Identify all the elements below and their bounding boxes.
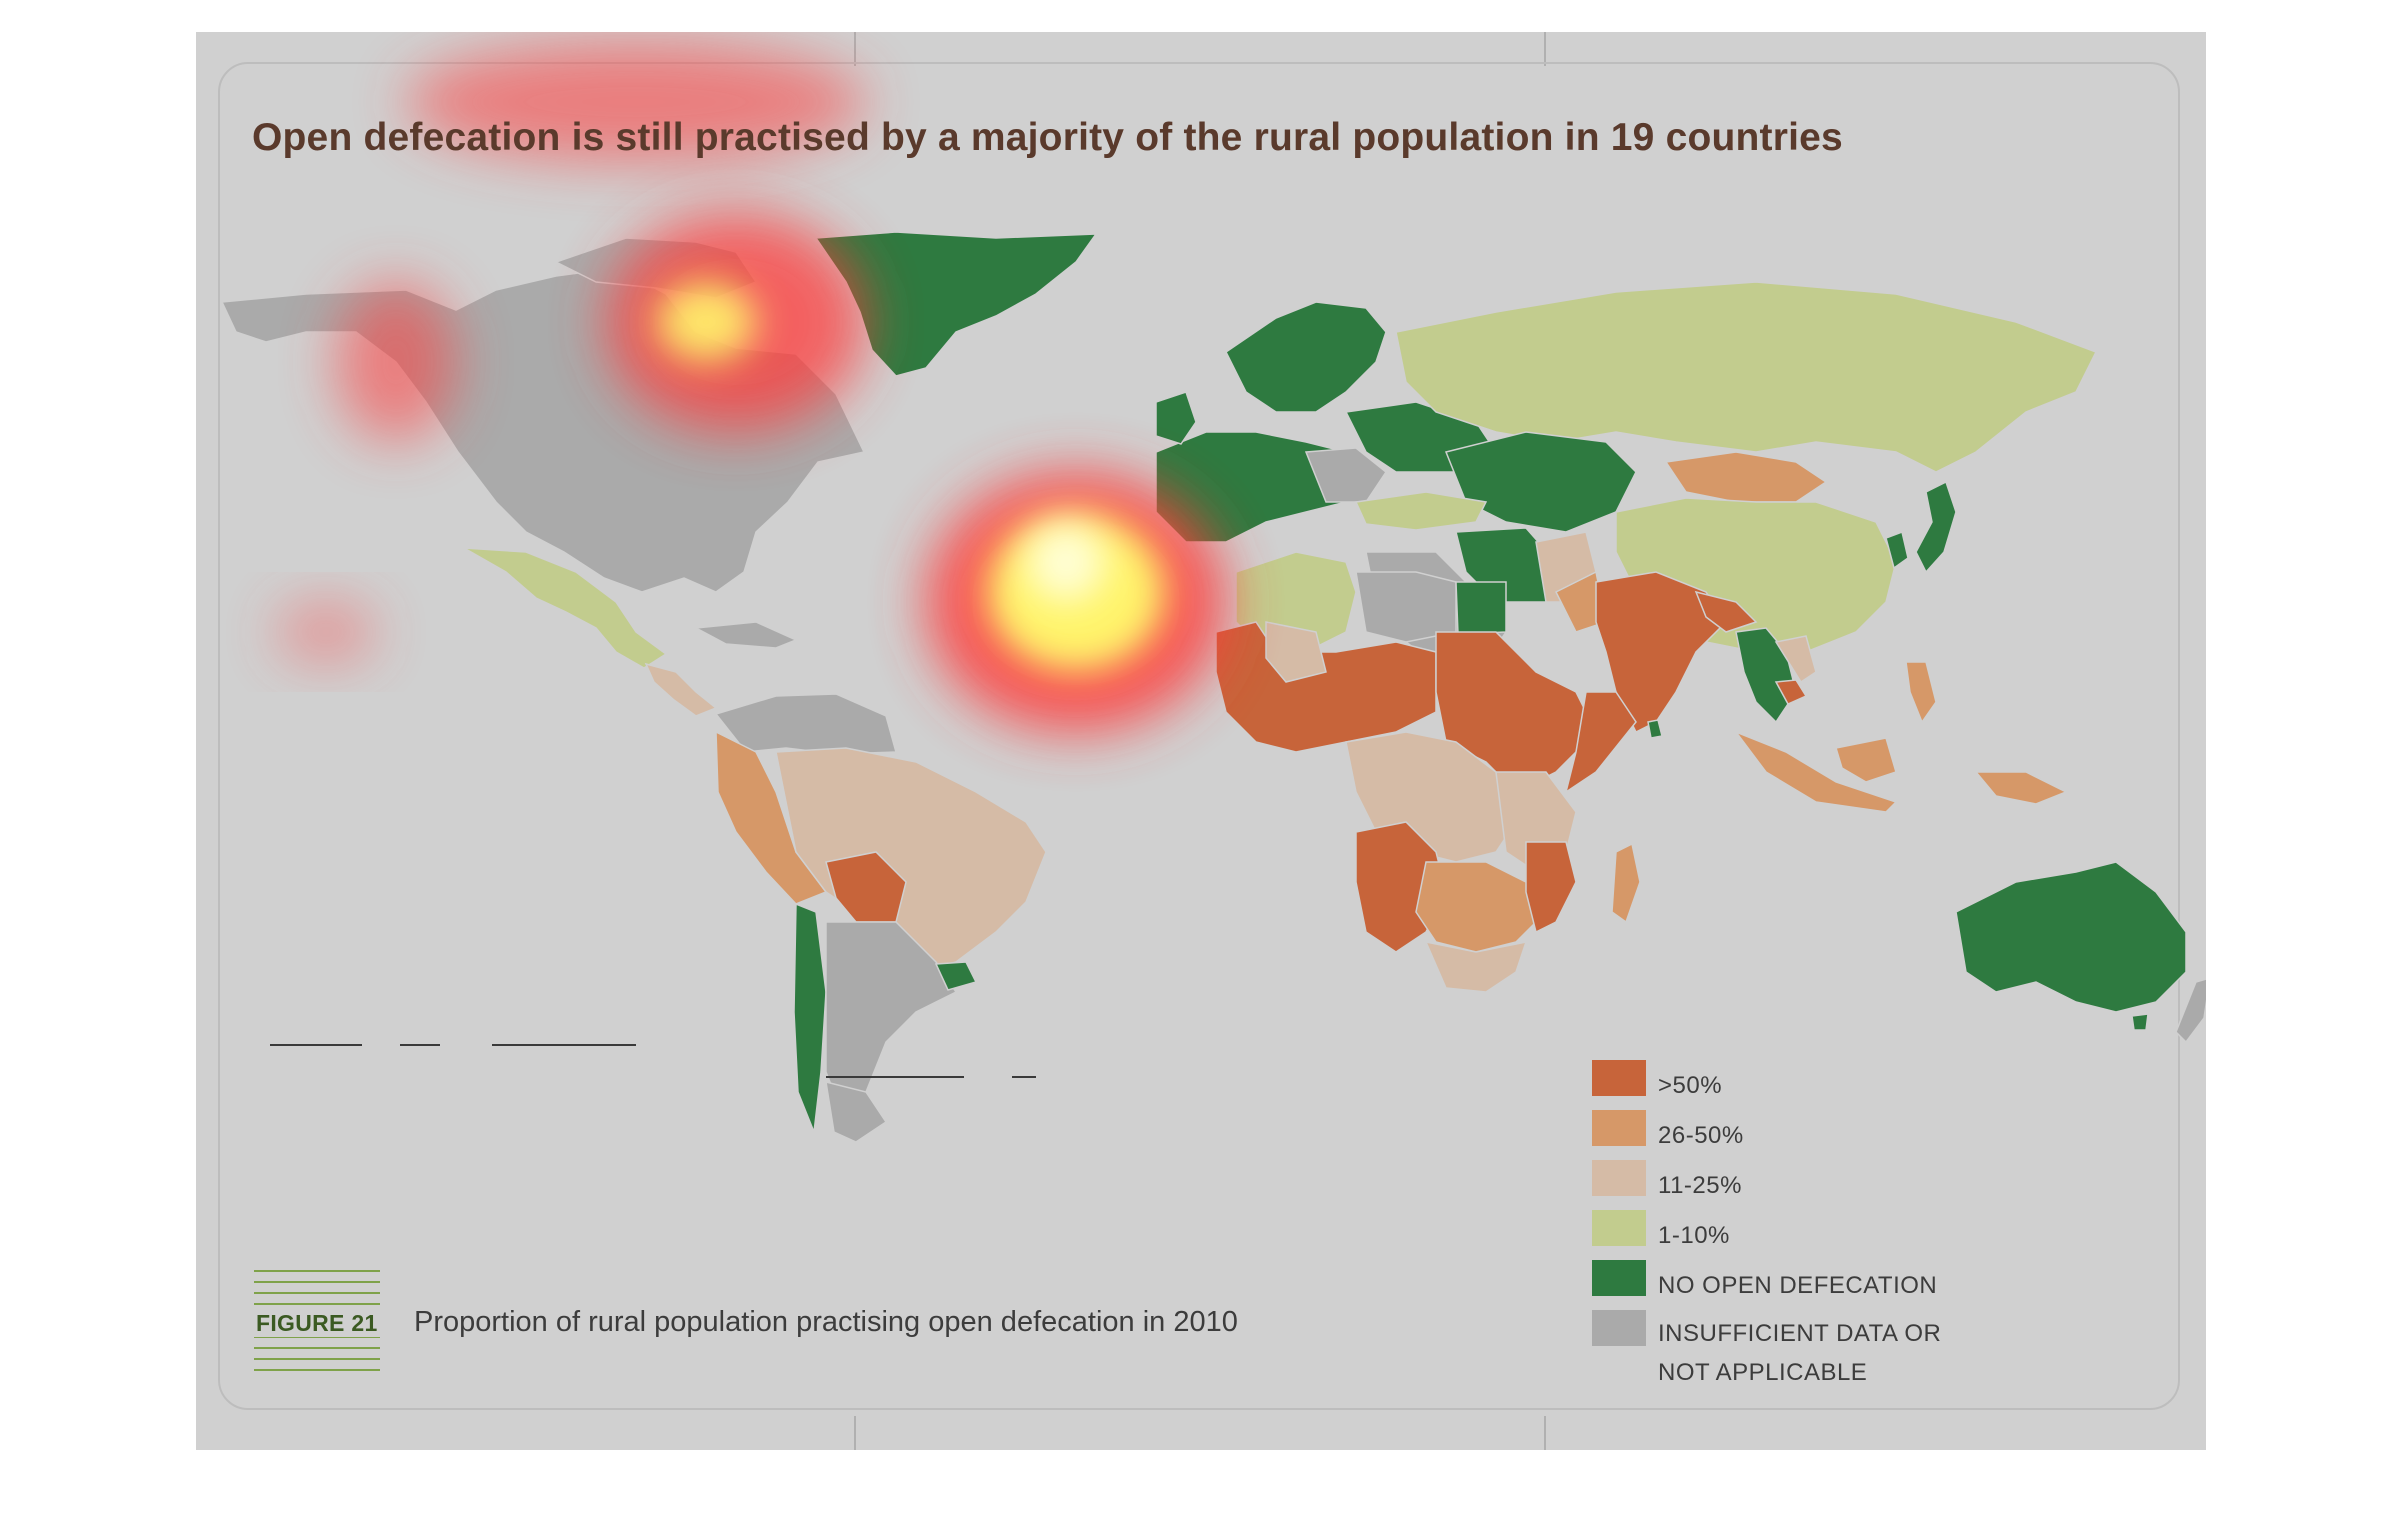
country-southern-africa <box>1415 861 1547 953</box>
legend-label: INSUFFICIENT DATA OR NOT APPLICABLE <box>1658 1320 1942 1386</box>
scale-dash <box>270 1044 362 1046</box>
legend-label: 26-50% <box>1658 1122 1744 1149</box>
country-indonesia-west <box>1733 730 1898 813</box>
country-tasmania <box>2131 1013 2149 1031</box>
country-mauritania-sahel <box>1265 621 1327 683</box>
country-turkey <box>1354 491 1488 531</box>
legend-swatch <box>1592 1160 1646 1196</box>
country-sri-lanka <box>1647 719 1663 739</box>
scale-dash <box>492 1044 636 1046</box>
country-myanmar-thailand <box>1735 627 1797 724</box>
country-uk-ireland <box>1155 391 1197 445</box>
fold-mark <box>1544 1416 1546 1450</box>
fold-mark <box>1544 32 1546 66</box>
figure-caption: Proportion of rural population practisin… <box>414 1306 1238 1338</box>
legend-label: NO OPEN DEFECATION <box>1658 1272 1938 1299</box>
country-laos-vietnam <box>1774 635 1817 684</box>
country-philippines <box>1905 661 1937 724</box>
country-sudan-ethiopia <box>1435 631 1597 793</box>
scale-dash <box>1012 1076 1036 1078</box>
country-caribbean <box>693 621 798 649</box>
country-uruguay <box>934 961 978 991</box>
map-poster: Open defecation is still practised by a … <box>196 32 2206 1450</box>
country-balkans <box>1304 447 1388 503</box>
legend-label: 11-25% <box>1658 1172 1742 1199</box>
heat-blob <box>406 42 866 162</box>
fold-mark <box>854 32 856 66</box>
country-india <box>1595 571 1727 734</box>
heat-blob <box>336 282 456 442</box>
country-nepal-bangladesh <box>1694 590 1758 633</box>
country-new-zealand <box>2175 978 2206 1044</box>
country-patagonia <box>825 1080 888 1143</box>
country-cambodia <box>1774 679 1808 705</box>
country-south-america-north <box>714 693 897 755</box>
country-egypt <box>1455 581 1507 635</box>
legend-label: 1-10% <box>1658 1222 1730 1249</box>
world-map <box>220 42 2206 1143</box>
legend-label: >50% <box>1658 1072 1723 1099</box>
country-somalia <box>1564 691 1637 794</box>
country-mongolia <box>1664 451 1828 503</box>
country-madagascar <box>1611 842 1641 924</box>
country-central-america <box>644 662 718 717</box>
country-australia <box>1955 861 2187 1013</box>
map-title: Open defecation is still practised by a … <box>252 116 1843 160</box>
fold-mark <box>854 1416 856 1450</box>
country-papua <box>1974 771 2068 805</box>
legend-swatch <box>1592 1260 1646 1296</box>
heat-blob <box>656 282 756 362</box>
country-mozambique <box>1525 841 1577 934</box>
legend-swatch <box>1592 1210 1646 1246</box>
heat-blob <box>1026 522 1106 602</box>
country-japan <box>1915 480 1957 574</box>
scale-dash <box>826 1076 964 1078</box>
heat-blob <box>276 602 376 662</box>
legend-swatch <box>1592 1110 1646 1146</box>
country-colombia-peru <box>715 730 828 905</box>
country-borneo <box>1835 737 1897 783</box>
country-mexico <box>463 547 668 669</box>
scale-dash <box>400 1044 440 1046</box>
figure-number: FIGURE 21 <box>254 1310 380 1337</box>
country-south-africa <box>1424 940 1528 993</box>
legend-swatch <box>1592 1310 1646 1346</box>
panel-frame <box>218 62 2180 1410</box>
country-korea <box>1885 530 1909 570</box>
country-chile <box>793 902 827 1133</box>
heatmap-overlay <box>276 42 1226 732</box>
legend-swatch <box>1592 1060 1646 1096</box>
country-scandinavia <box>1225 301 1387 413</box>
